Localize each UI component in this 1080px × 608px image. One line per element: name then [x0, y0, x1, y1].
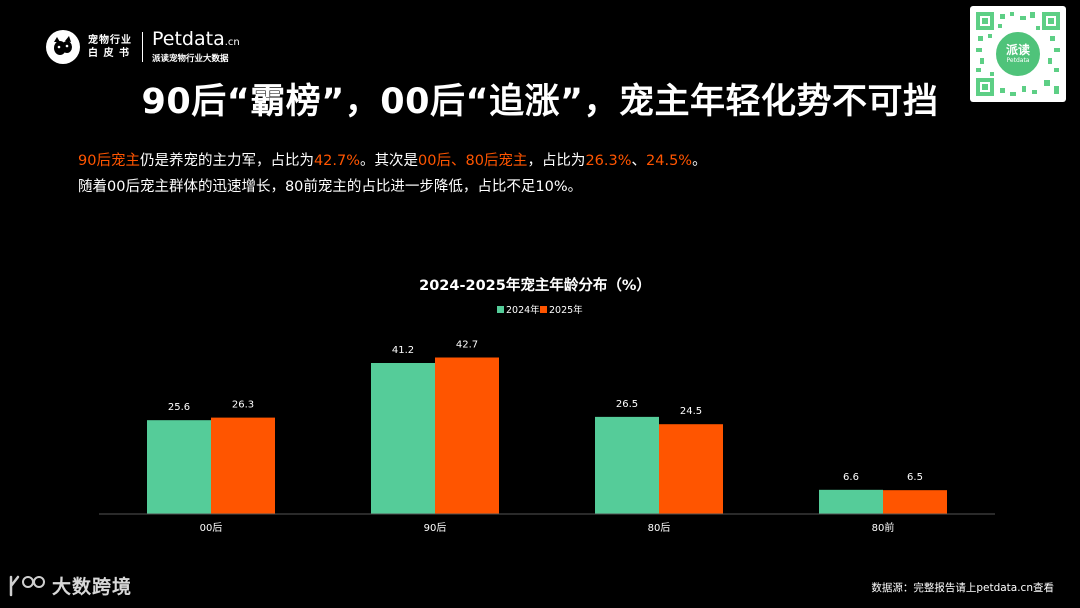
data-label-90后-2024年: 41.2	[392, 345, 414, 356]
data-label-00后-2024年: 25.6	[168, 402, 190, 413]
description-text: 、	[631, 153, 647, 169]
description-text: 。	[692, 153, 707, 169]
data-label-80前-2024年: 6.6	[843, 472, 859, 483]
bar-90后-2025年	[435, 357, 499, 514]
chart-title: 2024-2025年宠主年龄分布（%）	[419, 276, 651, 294]
data-source: 数据源：完整报告请上petdata.cn查看	[871, 582, 1054, 594]
bar-80后-2024年	[595, 416, 659, 514]
bar-00后-2025年	[211, 417, 275, 514]
bar-80后-2025年	[659, 424, 723, 514]
bar-00后-2024年	[147, 420, 211, 514]
qr-pattern-icon	[976, 12, 1060, 96]
whitepaper-line1: 宠物行业	[88, 35, 132, 46]
x-axis-ticks: 00后 90后 80后 80前	[200, 521, 895, 534]
x-tick-label-1: 90后	[424, 522, 447, 534]
data-label-80后-2025年: 24.5	[680, 406, 702, 417]
description: 90后宠主仍是养宠的主力军，占比为42.7%。其次是00后、80后宠主，占比为2…	[78, 148, 707, 200]
description-highlight: 90后宠主	[78, 153, 140, 169]
description-text: 。其次是	[360, 153, 419, 169]
description-line2: 随着00后宠主群体的迅速增长，80前宠主的占比进一步降低，占比不足10%。	[78, 179, 583, 195]
bar-90后-2024年	[371, 362, 435, 514]
page-title: 90后“霸榜”，00后“追涨”，宠主年轻化势不可挡	[141, 82, 939, 122]
legend-swatch-1	[540, 306, 547, 313]
header-logo: 宠物行业 白 皮 书 Petdata.cn 派读宠物行业大数据	[46, 29, 240, 65]
x-tick-label-3: 80前	[872, 521, 895, 534]
footer-logo-text: 大数跨境	[52, 576, 133, 598]
x-tick-label-2: 80后	[648, 522, 671, 534]
description-highlight: 26.3%	[585, 153, 632, 169]
chart-legend: 2024年 2025年	[497, 304, 583, 316]
pet-logo-icon	[46, 30, 80, 64]
legend-label-0: 2024年	[506, 304, 540, 316]
qr-center-label: 派读	[1005, 42, 1030, 57]
chart-bars: 25.6 26.3 41.2 42.7 26.5 24.5 6.6 6.5	[147, 340, 947, 514]
dashu-logo-icon	[9, 575, 45, 596]
x-tick-label-0: 00后	[200, 522, 223, 534]
data-label-00后-2025年: 26.3	[232, 400, 254, 411]
data-label-80前-2025年: 6.5	[907, 472, 923, 483]
description-highlight: 42.7%	[313, 153, 361, 169]
petdata-subtitle: 派读宠物行业大数据	[152, 54, 229, 64]
petdata-brand: Petdata.cn 派读宠物行业大数据	[152, 29, 240, 65]
petdata-name: Petdata	[152, 28, 225, 50]
qr-center-badge: 派读 Petdata	[994, 30, 1042, 78]
description-text: ，占比为	[527, 153, 586, 169]
bar-80前-2024年	[819, 489, 883, 514]
footer-logo: 大数跨境	[8, 572, 132, 599]
qr-center-brand: Petdata	[1006, 56, 1030, 64]
data-label-80后-2024年: 26.5	[616, 399, 638, 410]
logo-divider	[142, 32, 143, 62]
qr-code[interactable]: 派读 Petdata	[970, 6, 1066, 102]
whitepaper-brand: 宠物行业 白 皮 书	[88, 34, 132, 60]
description-text: 仍是养宠的主力军，占比为	[139, 153, 314, 169]
description-highlight: 24.5%	[646, 153, 693, 169]
whitepaper-line2: 白 皮 书	[88, 48, 130, 59]
petdata-wordmark: Petdata.cn	[152, 29, 240, 53]
description-line1: 90后宠主仍是养宠的主力军，占比为42.7%。其次是00后、80后宠主，占比为2…	[78, 148, 707, 174]
description-highlight: 00后、80后宠主	[418, 153, 528, 169]
bar-80前-2025年	[883, 490, 947, 514]
data-label-90后-2025年: 42.7	[456, 340, 478, 351]
legend-label-1: 2025年	[549, 304, 583, 316]
legend-swatch-0	[497, 306, 504, 313]
petdata-suffix: .cn	[224, 37, 240, 48]
